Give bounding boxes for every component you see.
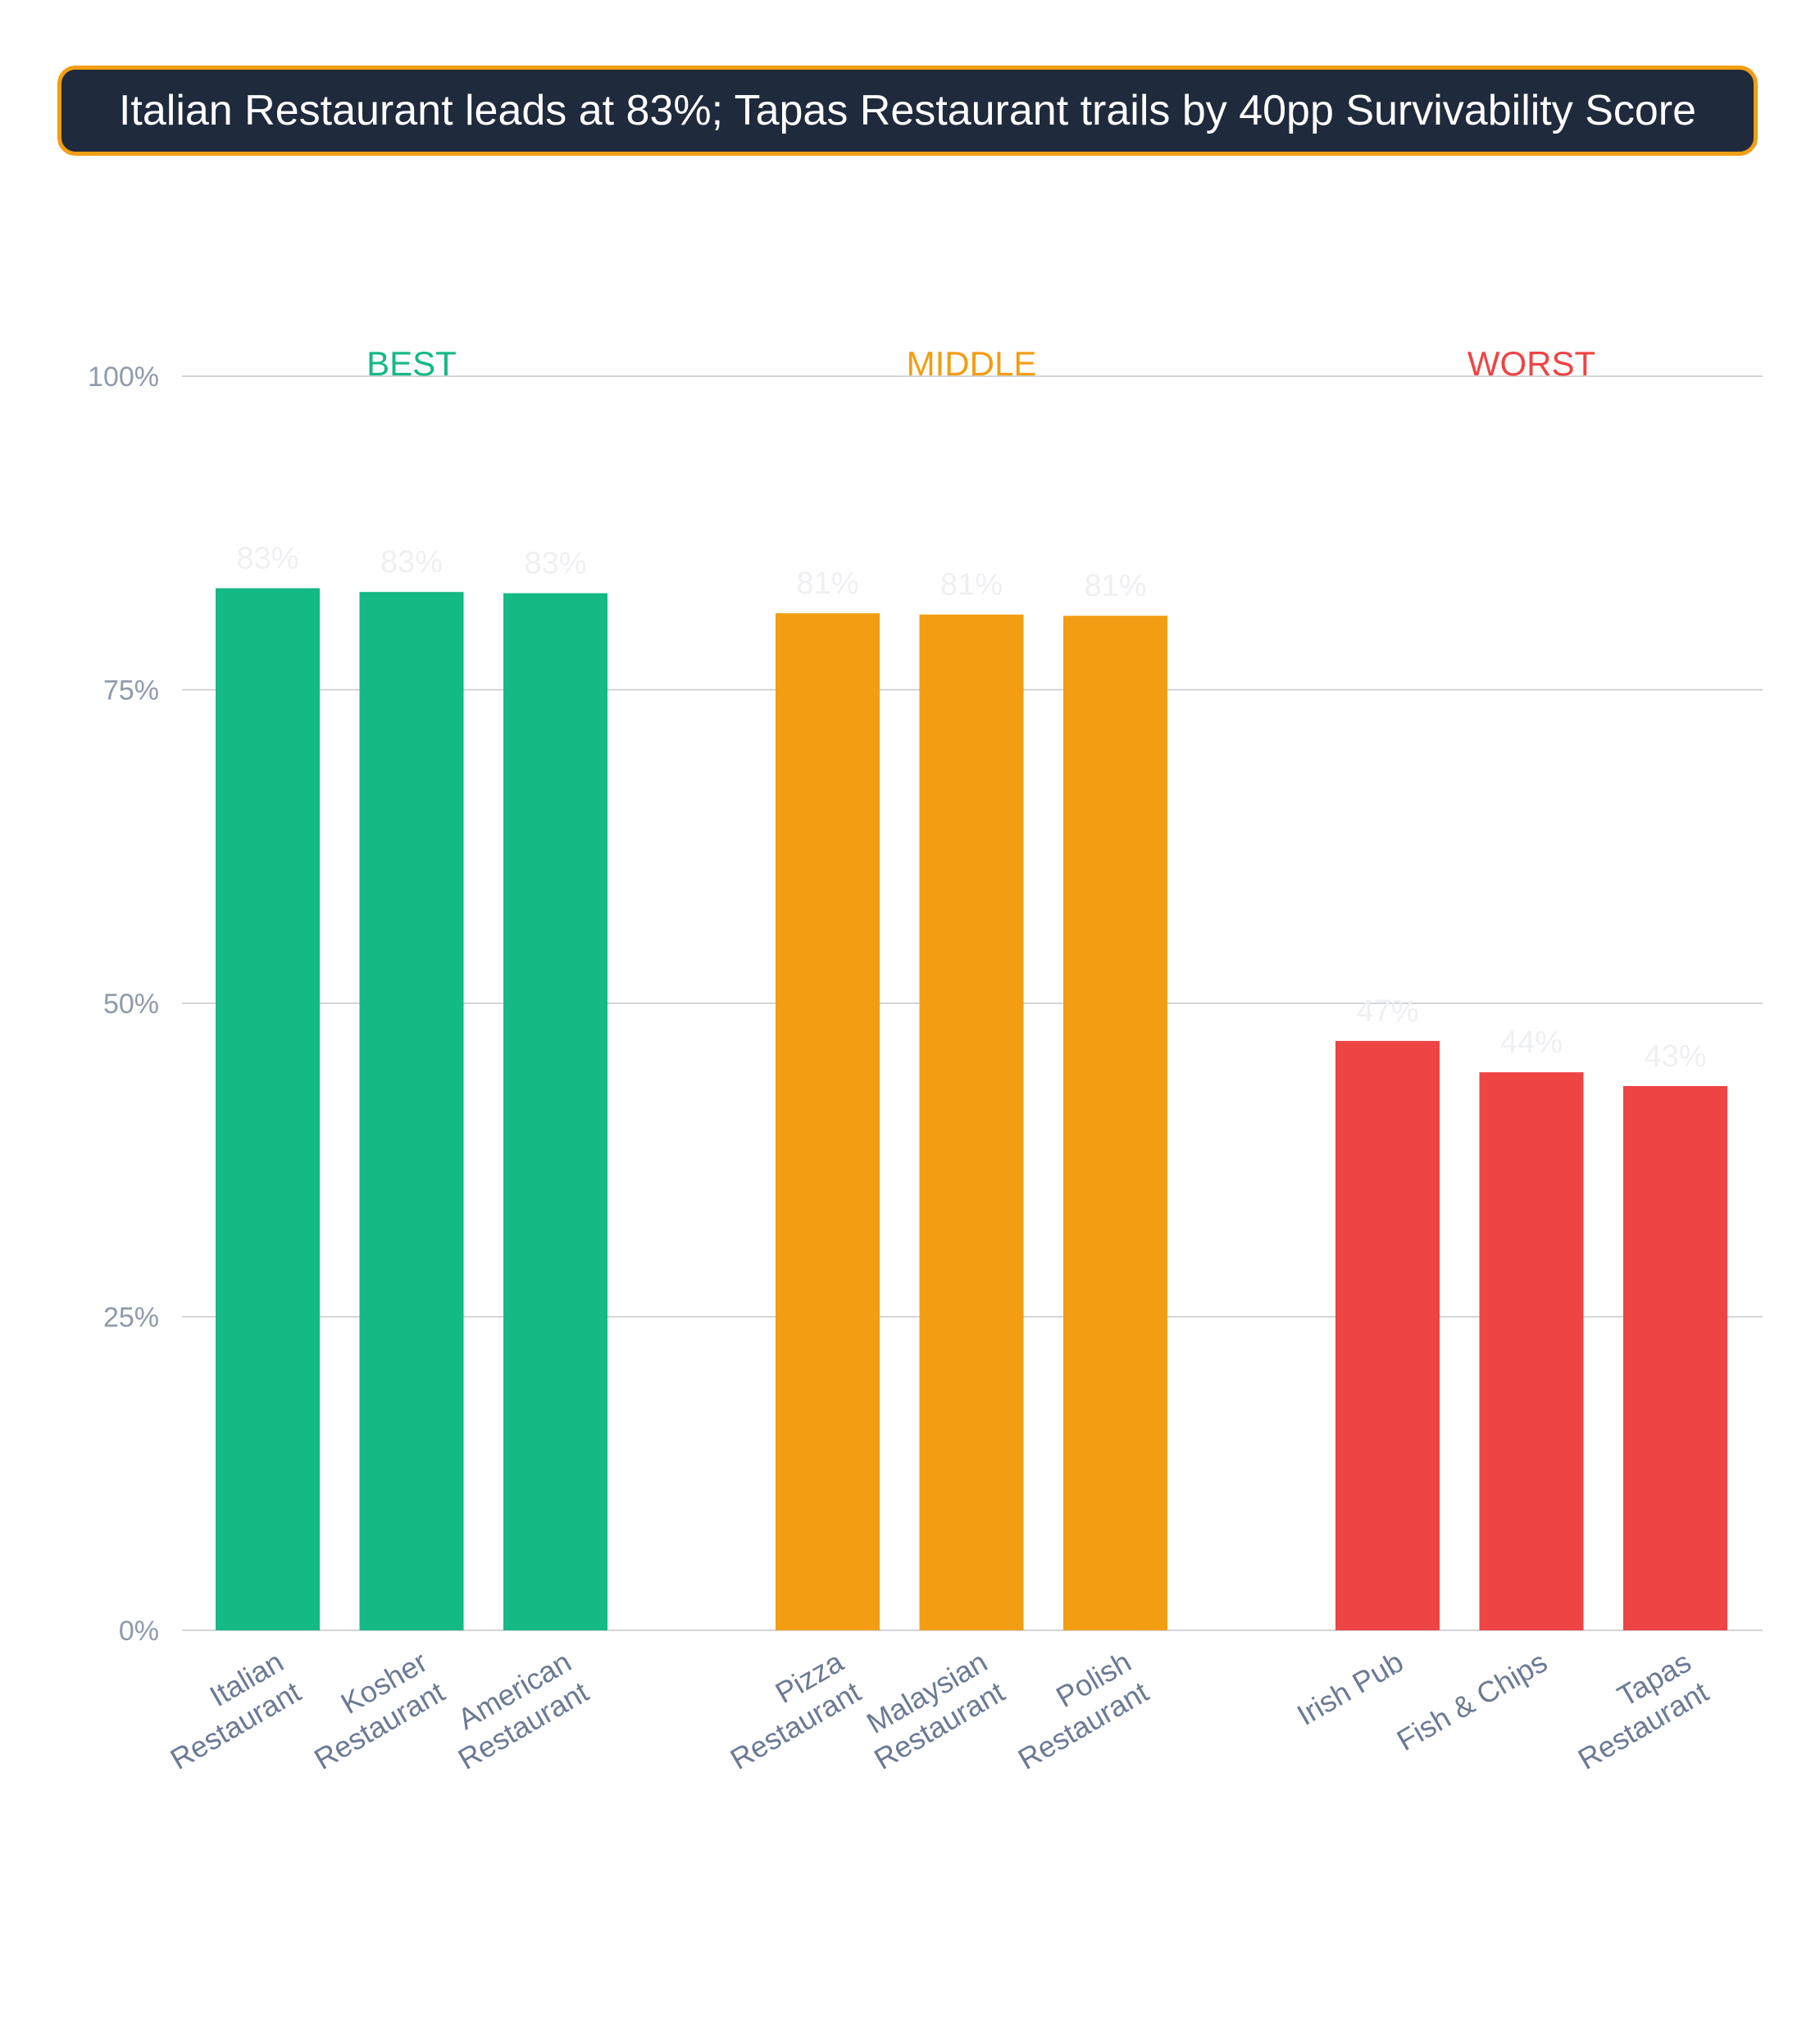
value-label: 43% bbox=[1644, 1039, 1706, 1074]
y-tick-label: 0% bbox=[119, 1616, 159, 1647]
category-label: AmericanRestaurant bbox=[435, 1644, 594, 1775]
category-label-line: Fish & Chips bbox=[1391, 1644, 1553, 1757]
bar bbox=[1335, 1040, 1440, 1630]
value-label: 81% bbox=[796, 566, 858, 601]
y-tick-label: 75% bbox=[103, 675, 159, 707]
value-label: 44% bbox=[1500, 1025, 1563, 1060]
bar bbox=[776, 613, 880, 1631]
bar bbox=[503, 593, 607, 1631]
category-label: TapasRestaurant bbox=[1554, 1644, 1713, 1775]
bar bbox=[359, 592, 464, 1631]
bar bbox=[1623, 1085, 1727, 1630]
bar bbox=[919, 614, 1024, 1631]
category-label-line: Irish Pub bbox=[1291, 1644, 1409, 1732]
chart-title: Italian Restaurant leads at 83%; Tapas R… bbox=[118, 87, 1697, 134]
value-label: 83% bbox=[236, 542, 298, 576]
bar bbox=[216, 588, 320, 1630]
category-label: ItalianRestaurant bbox=[147, 1644, 306, 1775]
value-label: 83% bbox=[524, 547, 586, 581]
group-label: BEST bbox=[366, 344, 457, 383]
category-label: PizzaRestaurant bbox=[707, 1644, 867, 1776]
category-label: Fish & Chips bbox=[1391, 1644, 1553, 1757]
category-label: KosherRestaurant bbox=[291, 1644, 450, 1775]
group-label: MIDDLE bbox=[907, 344, 1037, 383]
bar bbox=[1063, 616, 1167, 1630]
value-label: 47% bbox=[1356, 994, 1418, 1029]
category-label: PolishRestaurant bbox=[994, 1644, 1153, 1775]
group-label: WORST bbox=[1467, 344, 1595, 383]
category-label: MalaysianRestaurant bbox=[851, 1644, 1010, 1775]
y-tick-label: 100% bbox=[88, 361, 159, 393]
value-label: 81% bbox=[940, 568, 1003, 602]
value-label: 83% bbox=[380, 545, 443, 580]
chart-title-box: Italian Restaurant leads at 83%; Tapas R… bbox=[57, 66, 1758, 156]
bar bbox=[1479, 1072, 1584, 1630]
y-tick-label: 25% bbox=[103, 1302, 159, 1334]
y-tick-label: 50% bbox=[103, 989, 159, 1020]
value-label: 81% bbox=[1084, 569, 1146, 603]
category-label: Irish Pub bbox=[1291, 1644, 1409, 1732]
